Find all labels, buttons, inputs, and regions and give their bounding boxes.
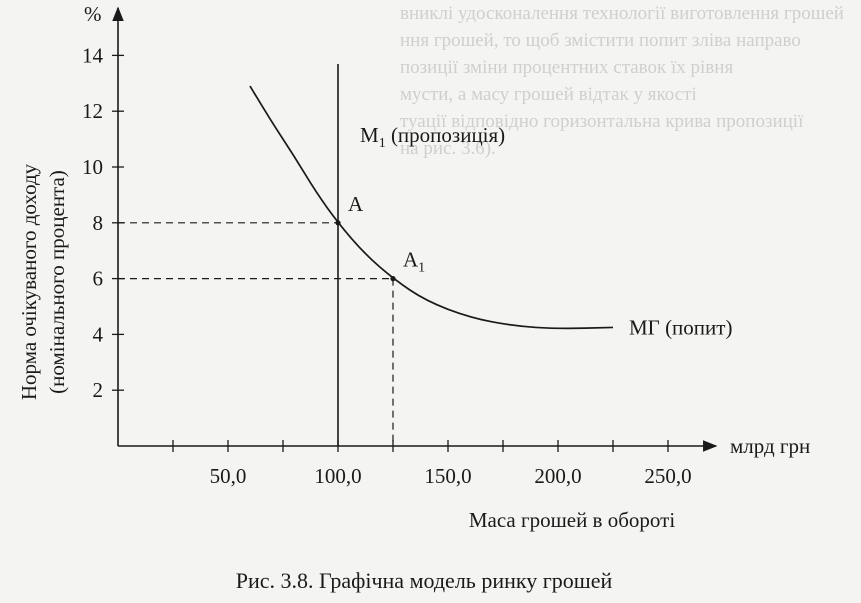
bleed-line: мусти, а масу грошей відтак у якості xyxy=(400,84,697,105)
x-tick-label: 50,0 xyxy=(210,464,247,488)
y-tick-label: 14 xyxy=(82,43,104,67)
point-marker xyxy=(390,276,396,282)
x-axis-unit: млрд грн xyxy=(730,434,810,458)
x-tick-label: 100,0 xyxy=(314,464,361,488)
bleed-line: позиції зміни процентних ставок їх рівня xyxy=(400,57,734,78)
y-tick-label: 6 xyxy=(93,267,104,291)
point-label: A1 xyxy=(403,248,425,276)
y-tick-label: 2 xyxy=(93,378,104,402)
x-tick-label: 150,0 xyxy=(424,464,471,488)
y-tick-label: 4 xyxy=(93,322,104,346)
demand-curve xyxy=(249,85,614,330)
series-group xyxy=(249,64,614,446)
supply-line-label: М1 (пропозиція) xyxy=(360,123,505,151)
guide-lines xyxy=(118,222,394,446)
y-tick-label: 10 xyxy=(82,155,103,179)
bleed-line: туації відповідно горизонтальна крива пр… xyxy=(400,111,804,132)
labels-group: 50,0 100,0 150,0 200,0 250,0 2 4 6 8 10 12 14 М1 (пр… xyxy=(82,43,732,488)
bleed-through-text: вниклі удосконалення технології виготовл… xyxy=(395,0,861,190)
x-axis-label: Маса грошей в обороті xyxy=(469,508,675,532)
bleed-line: вниклі удосконалення технології виготовл… xyxy=(400,3,844,24)
y-axis-label: Норма очікуваного доходу xyxy=(17,163,41,400)
y-tick-label: 12 xyxy=(82,99,103,123)
bleed-line: ння грошей, то щоб змістити попит зліва … xyxy=(400,30,801,51)
x-tick-label: 250,0 xyxy=(644,464,691,488)
point-label: A xyxy=(348,192,364,216)
demand-curve-label: МГ (попит) xyxy=(629,315,732,339)
y-axis-label-sub: (номінального процента) xyxy=(45,170,69,394)
point-marker xyxy=(335,220,341,226)
figure-caption: Рис. 3.8. Графічна модель ринку грошей xyxy=(236,568,613,593)
y-tick-label: 8 xyxy=(93,211,104,235)
y-axis-unit: % xyxy=(84,2,102,26)
bleed-line: на рис. 3.6). xyxy=(400,138,496,159)
axes xyxy=(112,6,718,452)
x-tick-label: 200,0 xyxy=(534,464,581,488)
